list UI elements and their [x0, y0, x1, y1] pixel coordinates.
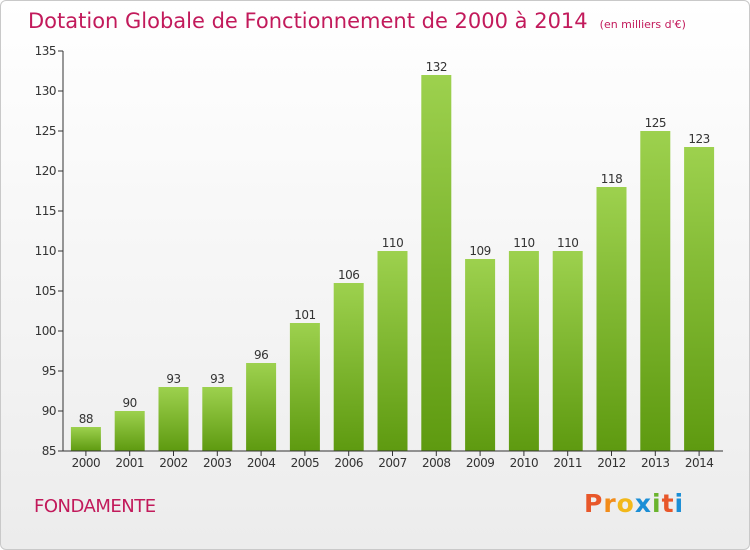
- bar-2005: [289, 323, 320, 451]
- bar-2013: [640, 131, 671, 451]
- x-axis: 2000 2001 2002 2003 2004 2005 2006 2007 2008 2009…: [63, 450, 723, 470]
- bar-value-label: 110: [382, 236, 403, 250]
- municipality-name: FONDAMENTE: [34, 496, 156, 517]
- x-tick-label: 2013: [641, 456, 670, 470]
- y-tick-label: 100: [35, 324, 56, 338]
- logo-letter: o: [616, 489, 635, 518]
- x-tick-label: 2001: [115, 456, 144, 470]
- logo-letter: P: [584, 489, 604, 518]
- bar-value-label: 118: [601, 172, 622, 186]
- logo-letter: t: [661, 489, 675, 518]
- x-tick-label: 2010: [510, 456, 539, 470]
- bar-2004: [246, 363, 277, 451]
- x-tick-label: 2006: [334, 456, 363, 470]
- x-tick-label: 2012: [597, 456, 626, 470]
- bar-value-label: 125: [645, 116, 666, 130]
- bar-2008: [421, 75, 452, 451]
- chart-title-text: Dotation Globale de Fonctionnement de 20…: [28, 9, 588, 33]
- bar-2007: [377, 251, 408, 451]
- y-tick-label: 110: [35, 244, 56, 258]
- y-tick-label: 130: [35, 84, 56, 98]
- x-tick-label: 2007: [378, 456, 407, 470]
- y-axis: 85 90 95 100 105 110 115 120 125 130 135: [35, 44, 64, 458]
- bar-value-label: 93: [166, 372, 180, 386]
- bar-value-label: 101: [294, 308, 315, 322]
- bar-2011: [552, 251, 583, 451]
- y-tick-label: 105: [35, 284, 56, 298]
- y-tick-label: 85: [42, 444, 56, 458]
- x-tick-label: 2004: [247, 456, 276, 470]
- logo-letter: i: [674, 489, 685, 518]
- logo-letter: x: [634, 489, 652, 518]
- bars: 88 90 93 93 96 101 106 110 132 109 110 110 118 125 123: [70, 60, 715, 451]
- y-tick-label: 115: [35, 204, 56, 218]
- bar-value-label: 110: [557, 236, 578, 250]
- x-tick-label: 2011: [553, 456, 582, 470]
- logo-letter: i: [652, 489, 662, 518]
- x-tick-label: 2000: [72, 456, 101, 470]
- bar-value-label: 93: [210, 372, 224, 386]
- logo-letter: r: [603, 489, 617, 518]
- y-tick-label: 135: [35, 44, 56, 58]
- bar-2000: [70, 427, 101, 451]
- bar-value-label: 96: [254, 348, 268, 362]
- bar-2006: [333, 283, 364, 451]
- bar-2014: [684, 147, 715, 451]
- x-tick-label: 2009: [466, 456, 495, 470]
- bar-2001: [114, 411, 145, 451]
- x-tick-label: 2003: [203, 456, 232, 470]
- chart-subtitle: (en milliers d'€): [599, 18, 686, 31]
- bar-value-label: 109: [469, 244, 490, 258]
- bar-2003: [202, 387, 233, 451]
- bar-value-label: 110: [513, 236, 534, 250]
- bar-value-label: 90: [123, 396, 137, 410]
- bar-2009: [465, 259, 496, 451]
- bar-2012: [596, 187, 627, 451]
- bar-value-label: 123: [688, 132, 709, 146]
- bar-2010: [508, 251, 539, 451]
- x-tick-label: 2008: [422, 456, 451, 470]
- bar-value-label: 132: [426, 60, 447, 74]
- bar-value-label: 88: [79, 412, 93, 426]
- bar-value-label: 106: [338, 268, 359, 282]
- y-tick-label: 90: [42, 404, 56, 418]
- y-tick-label: 95: [42, 364, 56, 378]
- x-tick-label: 2005: [291, 456, 320, 470]
- y-tick-label: 120: [35, 164, 56, 178]
- x-tick-label: 2014: [685, 456, 714, 470]
- y-tick-label: 125: [35, 124, 56, 138]
- x-tick-label: 2002: [159, 456, 188, 470]
- bar-2002: [158, 387, 189, 451]
- chart-title: Dotation Globale de Fonctionnement de 20…: [28, 9, 686, 33]
- proxiti-logo: Proxiti: [584, 489, 684, 518]
